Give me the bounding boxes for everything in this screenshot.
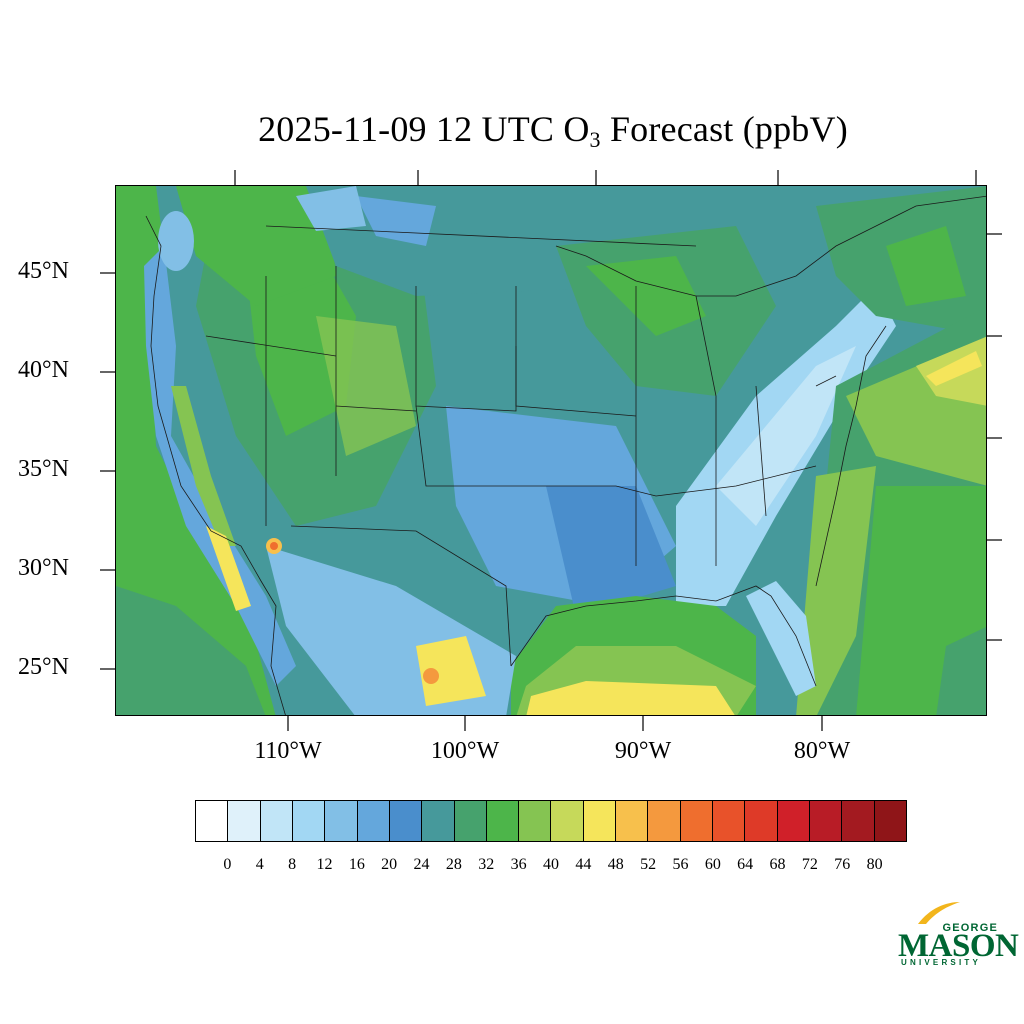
colorbar-swatch [583, 801, 617, 841]
colorbar-swatch [325, 801, 358, 841]
colorbar-tick-label: 72 [801, 856, 818, 873]
colorbar-tick-label: 80 [866, 856, 883, 873]
colorbar-tick-label: 56 [672, 856, 689, 873]
colorbar-swatch [357, 801, 390, 841]
colorbar-swatch [777, 801, 810, 841]
colorbar-tick-label: 48 [607, 856, 624, 873]
colorbar-swatch [292, 801, 326, 841]
colorbar-swatch [809, 801, 843, 841]
colorbar-tick-label: 8 [288, 856, 297, 873]
colorbar-swatch [196, 801, 229, 841]
colorbar-tick-label: 32 [478, 856, 495, 873]
colorbar-tick-label: 44 [575, 856, 592, 873]
colorbar-swatch [713, 801, 746, 841]
colorbar-swatch [228, 801, 261, 841]
lon-label-90w: 90°W [614, 738, 672, 764]
colorbar-swatch [874, 801, 906, 841]
colorbar-tick-label: 52 [640, 856, 657, 873]
lat-label-35: 35°N [18, 456, 69, 482]
lat-label-40: 40°N [18, 357, 69, 383]
logo-university: UNIVERSITY [901, 958, 982, 967]
colorbar-swatch [616, 801, 649, 841]
colorbar-tick-label: 28 [445, 856, 462, 873]
colorbar-tick-label: 0 [223, 856, 232, 873]
colorbar-swatch [551, 801, 584, 841]
lon-label-80w: 80°W [793, 738, 851, 764]
colorbar-swatch [745, 801, 778, 841]
colorbar-tick-label: 76 [834, 856, 851, 873]
colorbar-swatch [422, 801, 455, 841]
colorbar-swatch [486, 801, 520, 841]
colorbar-swatch [454, 801, 487, 841]
george-mason-logo: GEORGE MASON UNIVERSITY [898, 900, 1019, 970]
colorbar-tick-label: 60 [704, 856, 721, 873]
colorbar-tick-label: 12 [316, 856, 333, 873]
colorbar-tick-label: 68 [769, 856, 786, 873]
colorbar-swatch [519, 801, 552, 841]
colorbar-tick-label: 16 [348, 856, 365, 873]
map-title: 2025-11-09 12 UTC O3 Forecast (ppbV) [258, 109, 848, 152]
colorbar-swatch [389, 801, 423, 841]
colorbar-tick-label: 40 [543, 856, 559, 873]
lat-label-30: 30°N [18, 555, 69, 581]
colorbar-tick-label: 64 [737, 856, 754, 873]
lon-label-100w: 100°W [430, 738, 500, 764]
ozone-forecast-map [115, 185, 987, 716]
logo-george: GEORGE [942, 922, 998, 934]
colorbar-tick-label: 24 [413, 856, 430, 873]
colorbar-tick-label: 36 [510, 856, 527, 873]
lon-label-110w: 110°W [254, 738, 322, 764]
logo-mason: MASON [898, 928, 1019, 964]
colorbar-tick-label: 20 [381, 856, 398, 873]
colorbar-tick-label: 4 [255, 856, 264, 873]
lat-label-25: 25°N [18, 654, 69, 680]
colorbar-swatch [648, 801, 681, 841]
swoosh-icon [918, 902, 960, 924]
colorbar [195, 800, 907, 842]
lat-label-45: 45°N [18, 258, 69, 284]
colorbar-swatch [260, 801, 293, 841]
colorbar-swatch [842, 801, 875, 841]
colorbar-swatch [680, 801, 713, 841]
